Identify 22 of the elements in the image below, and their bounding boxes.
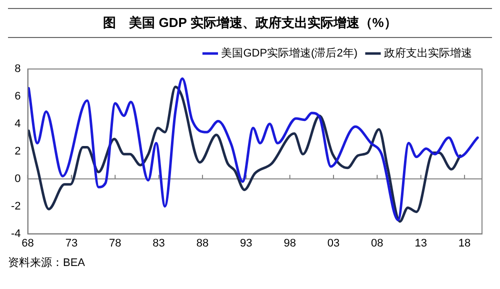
y-tick-label: 8: [14, 63, 21, 76]
x-tick-label: 93: [240, 237, 252, 250]
legend-label: 美国GDP实际增速(滞后2年): [221, 46, 358, 60]
x-tick-label: 68: [22, 237, 34, 250]
x-tick-label: 98: [284, 237, 296, 250]
y-tick-label: -2: [11, 200, 21, 212]
y-tick-label: 2: [14, 145, 21, 158]
y-tick-label: 4: [14, 118, 21, 130]
legend-label: 政府支出实际增速: [384, 46, 472, 60]
x-tick-label: 08: [371, 237, 384, 250]
x-tick-label: 13: [414, 237, 427, 250]
x-tick-label: 18: [458, 237, 471, 250]
y-tick-label: 0: [14, 172, 21, 185]
text: 资料来源：BEA: [8, 256, 86, 270]
x-tick-label: 83: [152, 237, 165, 250]
y-tick-label: 6: [14, 90, 21, 102]
x-tick-label: 03: [327, 237, 340, 250]
chart-title: 图 美国 GDP 实际增速、政府支出实际增速（%）: [8, 8, 492, 38]
x-tick-label: 88: [196, 237, 209, 250]
x-tick-label: 78: [109, 237, 122, 250]
x-tick-label: 73: [65, 237, 78, 250]
y-tick-label: -4: [11, 228, 21, 240]
